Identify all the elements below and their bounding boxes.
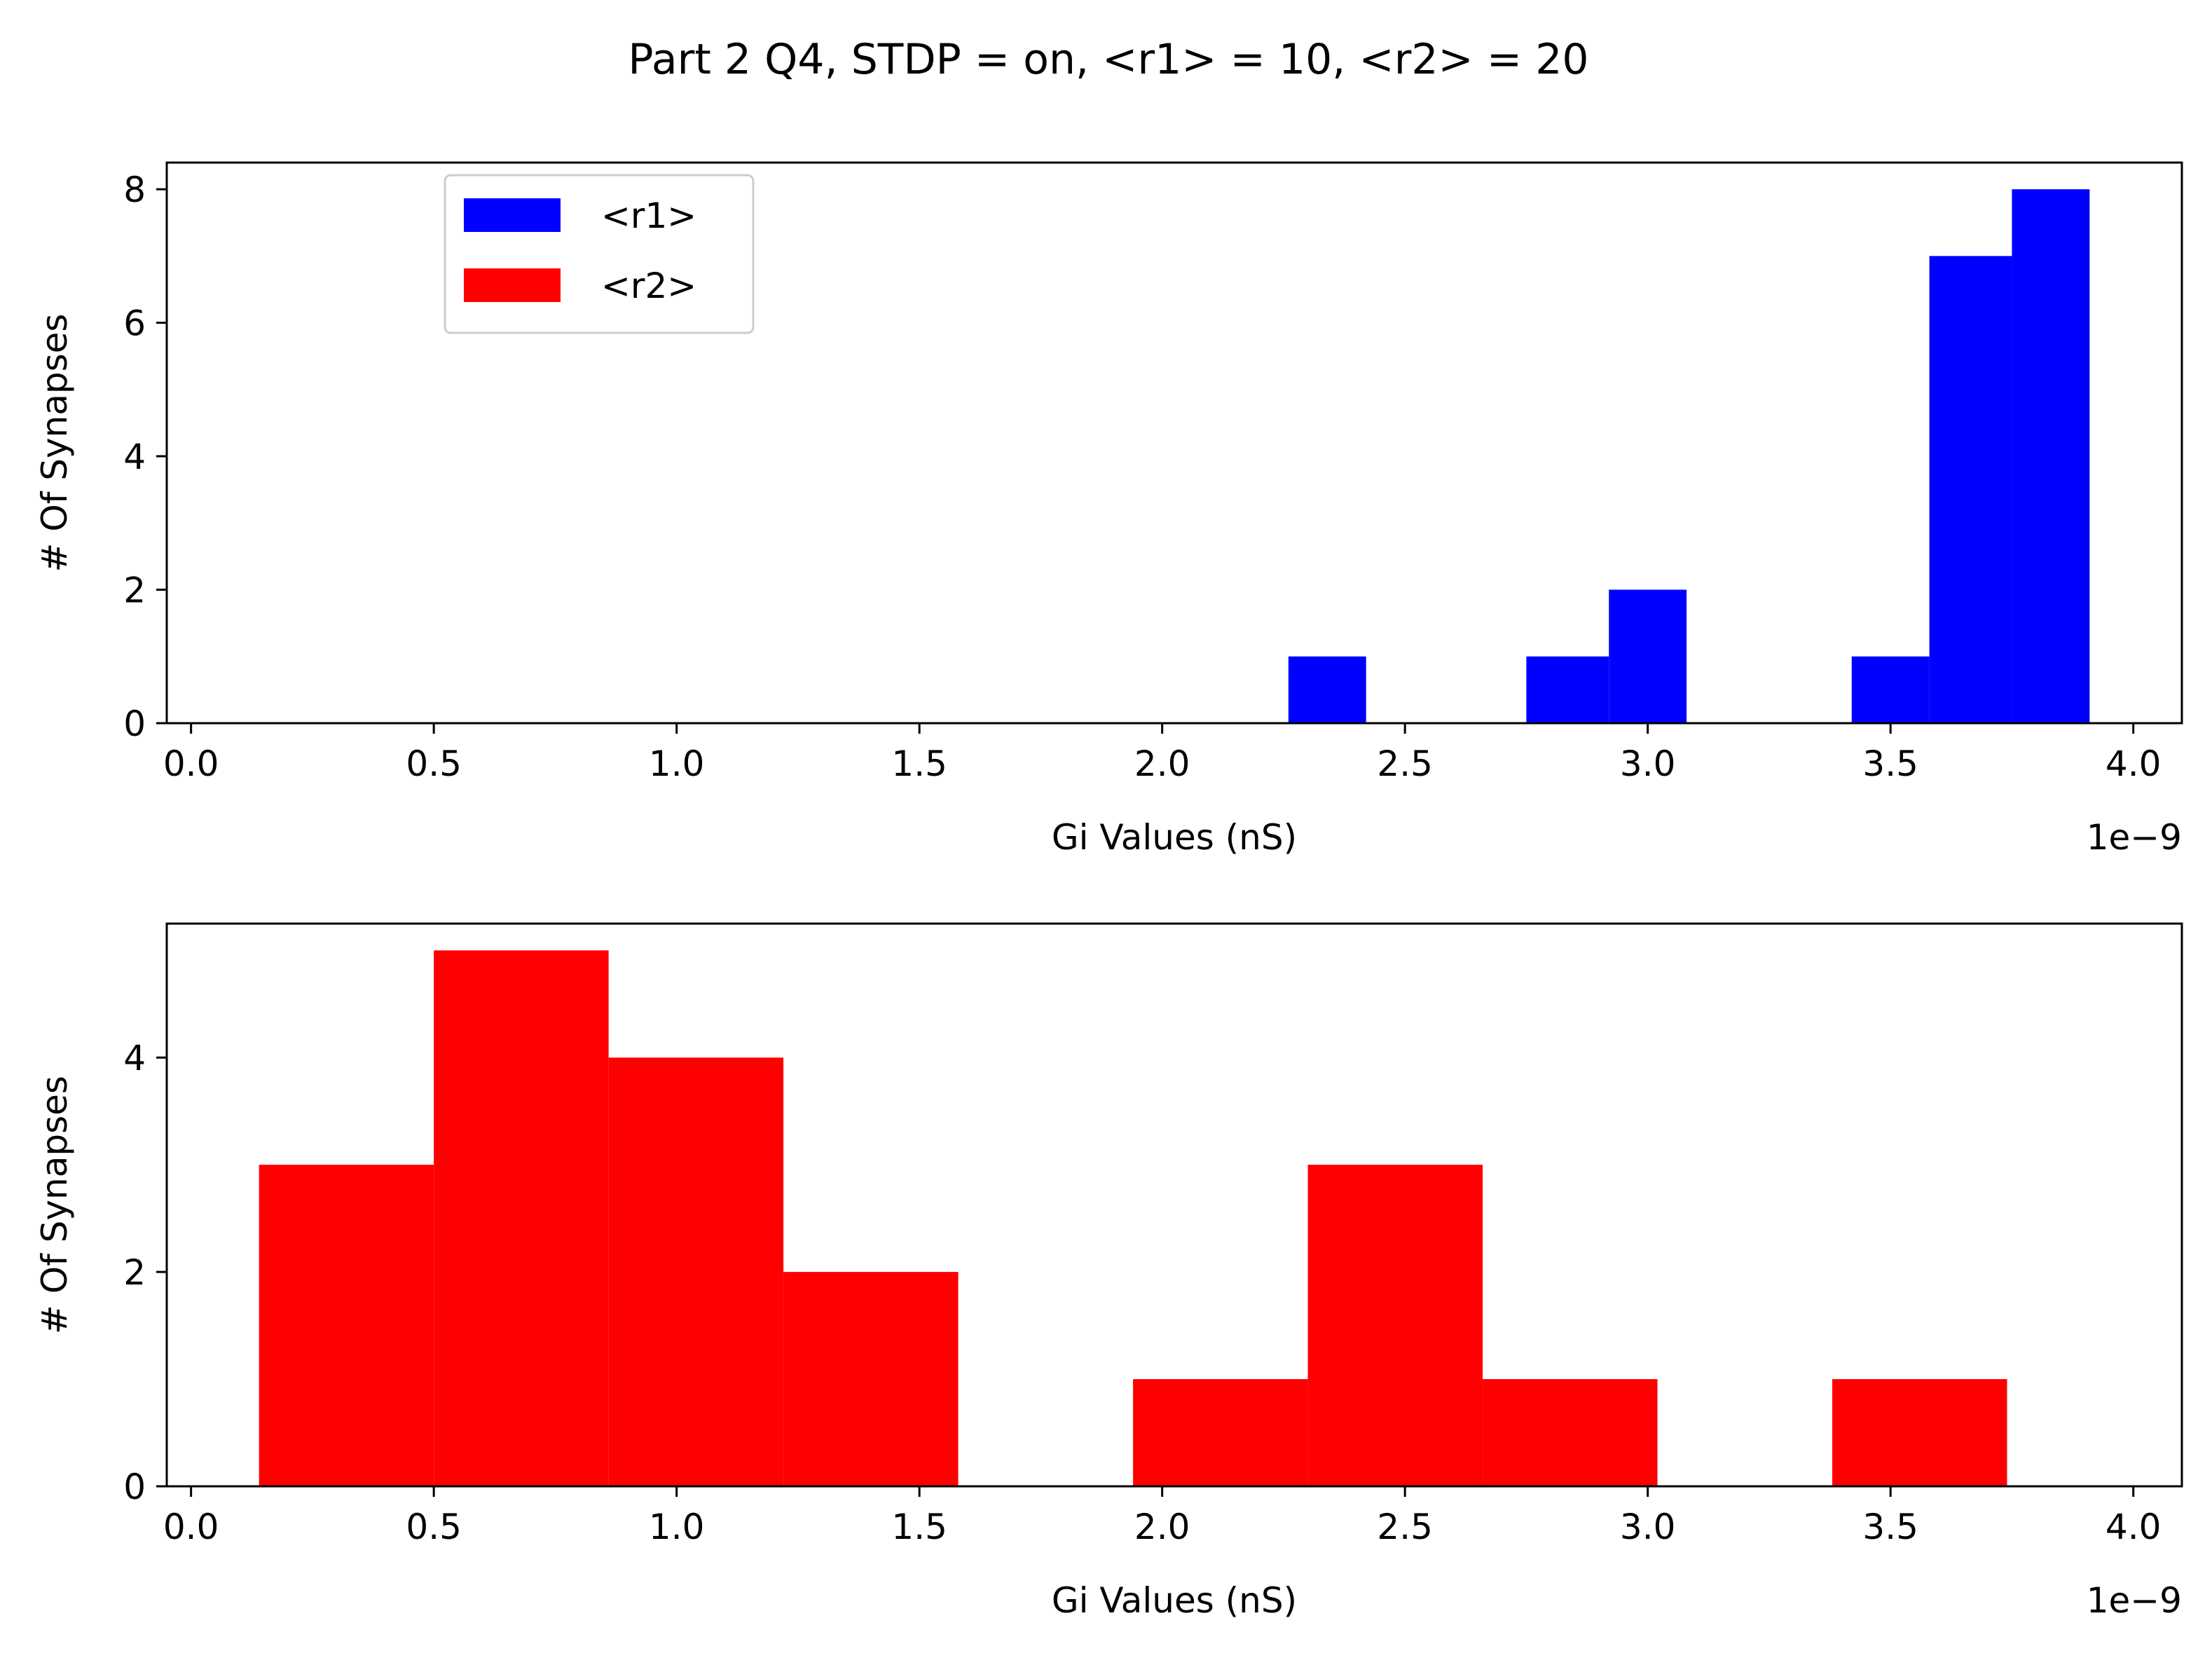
x-tick-label: 3.0 <box>1620 744 1676 784</box>
x-tick-label: 0.5 <box>406 744 462 784</box>
y-axis-label: # Of Synapses <box>34 314 75 573</box>
y-tick-label: 4 <box>123 437 146 477</box>
chart-panel-2: 0.0 0.5 1.0 1.5 2.0 2.5 3.0 3.5 4.0 0 2 4 Gi Values … <box>34 922 2183 1621</box>
x-tick-label: 4.0 <box>2105 744 2162 784</box>
x-tick-label: 0.5 <box>406 1507 462 1547</box>
x-tick-label: 4.0 <box>2105 1507 2162 1547</box>
histogram-bar <box>1929 256 2012 723</box>
x-tick-label: 1.5 <box>891 744 947 784</box>
x-tick-label: 1.0 <box>649 1507 705 1547</box>
legend: <r1> <r2> <box>444 174 755 334</box>
histogram-bar <box>1288 656 1366 723</box>
plot-frame <box>165 161 2183 725</box>
x-tick-label: 3.5 <box>1862 1507 1918 1547</box>
legend-label: <r1> <box>601 196 696 236</box>
x-tick-label: 1.5 <box>891 1507 947 1547</box>
x-axis-label: Gi Values (nS) <box>1052 1580 1297 1621</box>
histogram-bar <box>608 1057 784 1486</box>
plot-frame <box>165 922 2183 1488</box>
histogram-bar <box>783 1272 959 1486</box>
histogram-bar <box>1609 589 1687 723</box>
x-offset-label: 1e−9 <box>2087 1580 2182 1621</box>
panels: 0.0 0.5 1.0 1.5 2.0 2.5 3.0 3.5 4.0 0 2 4 6 8 Gi Value… <box>34 161 2183 1621</box>
chart-panel-1: 0.0 0.5 1.0 1.5 2.0 2.5 3.0 3.5 4.0 0 2 4 6 8 Gi Value… <box>34 161 2183 858</box>
x-tick-label: 1.0 <box>649 744 705 784</box>
x-axis-label: Gi Values (nS) <box>1052 817 1297 858</box>
y-tick-label: 4 <box>123 1038 146 1078</box>
x-tick-label: 2.5 <box>1377 1507 1433 1547</box>
histogram-bar <box>259 1165 434 1486</box>
figure-title: Part 2 Q4, STDP = on, <r1> = 10, <r2> = … <box>628 35 1588 84</box>
legend-swatch <box>464 268 561 302</box>
histogram-bar <box>1851 656 1930 723</box>
x-tick-label: 3.0 <box>1620 1507 1676 1547</box>
x-tick-label: 0.0 <box>163 744 219 784</box>
histogram-bar <box>1133 1379 1308 1486</box>
y-tick-label: 2 <box>123 1252 146 1293</box>
histogram-bar <box>1526 656 1609 723</box>
x-tick-label: 2.5 <box>1377 744 1433 784</box>
y-tick-label: 8 <box>123 170 146 210</box>
y-tick-label: 0 <box>123 1467 146 1507</box>
y-tick-label: 2 <box>123 570 146 611</box>
y-tick-label: 6 <box>123 303 146 344</box>
x-tick-label: 2.0 <box>1134 1507 1190 1547</box>
x-tick-label: 3.5 <box>1862 744 1918 784</box>
x-offset-label: 1e−9 <box>2087 817 2182 858</box>
histogram-bar <box>434 950 609 1486</box>
x-tick-label: 0.0 <box>163 1507 219 1547</box>
y-tick-label: 0 <box>123 704 146 744</box>
histogram-bar <box>1307 1165 1483 1486</box>
y-axis-label: # Of Synapses <box>34 1076 75 1334</box>
legend-swatch <box>464 198 561 232</box>
histogram-bar <box>1832 1379 2007 1486</box>
histogram-bar <box>1483 1379 1658 1486</box>
histogram-bar <box>2012 189 2090 724</box>
x-tick-label: 2.0 <box>1134 744 1190 784</box>
legend-label: <r2> <box>601 266 696 306</box>
